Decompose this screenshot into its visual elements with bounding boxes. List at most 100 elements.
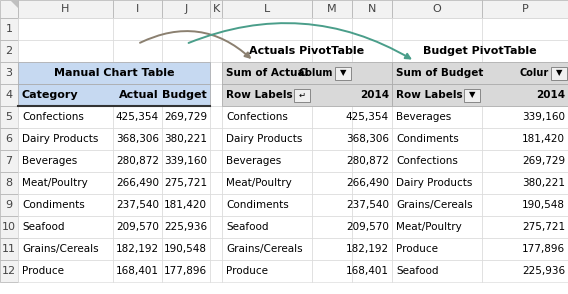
- Bar: [0, 62, 18, 84]
- Bar: [113, 150, 162, 172]
- Bar: [294, 88, 310, 101]
- Bar: [482, 260, 568, 282]
- Text: 269,729: 269,729: [164, 112, 207, 122]
- Bar: [210, 18, 222, 40]
- Bar: [113, 62, 162, 84]
- Bar: [210, 216, 222, 238]
- Bar: [312, 106, 352, 128]
- Text: ▼: ▼: [469, 91, 475, 99]
- Text: 1: 1: [6, 24, 12, 34]
- Bar: [352, 172, 392, 194]
- Bar: [392, 172, 482, 194]
- Bar: [352, 216, 392, 238]
- Bar: [113, 194, 162, 216]
- Text: ↵: ↵: [299, 91, 306, 99]
- Bar: [222, 84, 312, 106]
- Text: K: K: [212, 4, 220, 14]
- Text: Beverages: Beverages: [396, 112, 451, 122]
- Text: Dairy Products: Dairy Products: [396, 178, 473, 188]
- Bar: [335, 66, 351, 79]
- Bar: [162, 260, 210, 282]
- Text: Seafood: Seafood: [396, 266, 438, 276]
- FancyArrowPatch shape: [189, 23, 410, 59]
- Bar: [222, 150, 312, 172]
- Bar: [210, 0, 222, 18]
- Text: Grains/Cereals: Grains/Cereals: [226, 244, 303, 254]
- Bar: [162, 194, 210, 216]
- Text: 2014: 2014: [360, 90, 389, 100]
- Text: Produce: Produce: [22, 266, 64, 276]
- Bar: [162, 128, 210, 150]
- Bar: [0, 128, 18, 150]
- Bar: [352, 84, 392, 106]
- Text: Sum of Budget: Sum of Budget: [396, 68, 483, 78]
- Bar: [222, 172, 312, 194]
- Bar: [222, 260, 312, 282]
- Bar: [482, 40, 568, 62]
- Bar: [18, 62, 113, 84]
- Text: 280,872: 280,872: [116, 156, 159, 166]
- Bar: [18, 260, 113, 282]
- Text: Condiments: Condiments: [22, 200, 85, 210]
- Bar: [113, 84, 162, 106]
- Text: 190,548: 190,548: [164, 244, 207, 254]
- Bar: [222, 128, 312, 150]
- Text: 12: 12: [2, 266, 16, 276]
- Bar: [18, 216, 113, 238]
- Bar: [113, 172, 162, 194]
- Text: 10: 10: [2, 222, 16, 232]
- Text: Sum of Actual: Sum of Actual: [226, 68, 308, 78]
- Bar: [210, 62, 222, 84]
- Bar: [222, 216, 312, 238]
- Bar: [392, 84, 482, 106]
- Bar: [312, 84, 352, 106]
- Bar: [222, 18, 312, 40]
- Text: Colum: Colum: [299, 68, 333, 78]
- Bar: [18, 194, 113, 216]
- Bar: [482, 84, 568, 106]
- Text: Seafood: Seafood: [22, 222, 65, 232]
- Bar: [312, 0, 352, 18]
- Text: 380,221: 380,221: [164, 134, 207, 144]
- Bar: [162, 84, 210, 106]
- Bar: [113, 18, 162, 40]
- Text: Beverages: Beverages: [22, 156, 77, 166]
- Text: Grains/Cereals: Grains/Cereals: [22, 244, 99, 254]
- Bar: [18, 62, 210, 84]
- Text: Dairy Products: Dairy Products: [22, 134, 98, 144]
- Bar: [464, 88, 480, 101]
- Bar: [482, 128, 568, 150]
- Bar: [312, 238, 352, 260]
- Bar: [222, 62, 312, 84]
- Bar: [352, 0, 392, 18]
- Bar: [162, 18, 210, 40]
- Text: 339,160: 339,160: [164, 156, 207, 166]
- Text: 6: 6: [6, 134, 12, 144]
- Bar: [482, 216, 568, 238]
- Bar: [222, 0, 312, 18]
- Text: 11: 11: [2, 244, 16, 254]
- Text: Colur: Colur: [520, 68, 549, 78]
- Text: 181,420: 181,420: [164, 200, 207, 210]
- Text: 181,420: 181,420: [522, 134, 565, 144]
- Text: 266,490: 266,490: [346, 178, 389, 188]
- Text: Budget PivotTable: Budget PivotTable: [423, 46, 537, 56]
- Text: Condiments: Condiments: [396, 134, 459, 144]
- Text: 275,721: 275,721: [522, 222, 565, 232]
- Bar: [392, 62, 482, 84]
- Bar: [482, 106, 568, 128]
- Text: 209,570: 209,570: [116, 222, 159, 232]
- Bar: [482, 194, 568, 216]
- Text: J: J: [185, 4, 187, 14]
- Bar: [0, 84, 18, 106]
- Bar: [210, 84, 222, 106]
- Bar: [352, 150, 392, 172]
- Bar: [312, 260, 352, 282]
- Text: M: M: [327, 4, 337, 14]
- Bar: [18, 172, 113, 194]
- Text: O: O: [433, 4, 441, 14]
- Bar: [392, 106, 482, 128]
- Bar: [113, 0, 162, 18]
- Text: Confections: Confections: [22, 112, 84, 122]
- Text: 425,354: 425,354: [346, 112, 389, 122]
